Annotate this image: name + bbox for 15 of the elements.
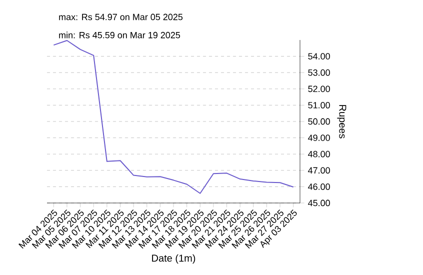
y-tick-label: 50.00 <box>308 118 330 125</box>
text: min: Rs 45.59 on Mar 19 2025 <box>59 32 180 38</box>
y-tick-label: 53.00 <box>308 69 330 76</box>
x-axis-title: Date (1m) <box>152 254 196 264</box>
text: max: Rs 54.97 on Mar 05 2025 <box>59 14 183 20</box>
y-tick-label: 46.00 <box>308 183 330 190</box>
line-series <box>53 40 294 194</box>
y-axis-title: Rupees <box>337 105 346 138</box>
y-tick-label: 52.00 <box>308 86 330 92</box>
y-tick-label: 51.00 <box>308 102 330 108</box>
y-tick-label: 49.00 <box>308 134 330 141</box>
y-tick-label: 45.00 <box>308 200 330 206</box>
y-tick-label: 48.00 <box>308 150 330 158</box>
y-tick-label: 54.00 <box>308 53 330 60</box>
y-tick-label: 47.00 <box>308 167 330 174</box>
